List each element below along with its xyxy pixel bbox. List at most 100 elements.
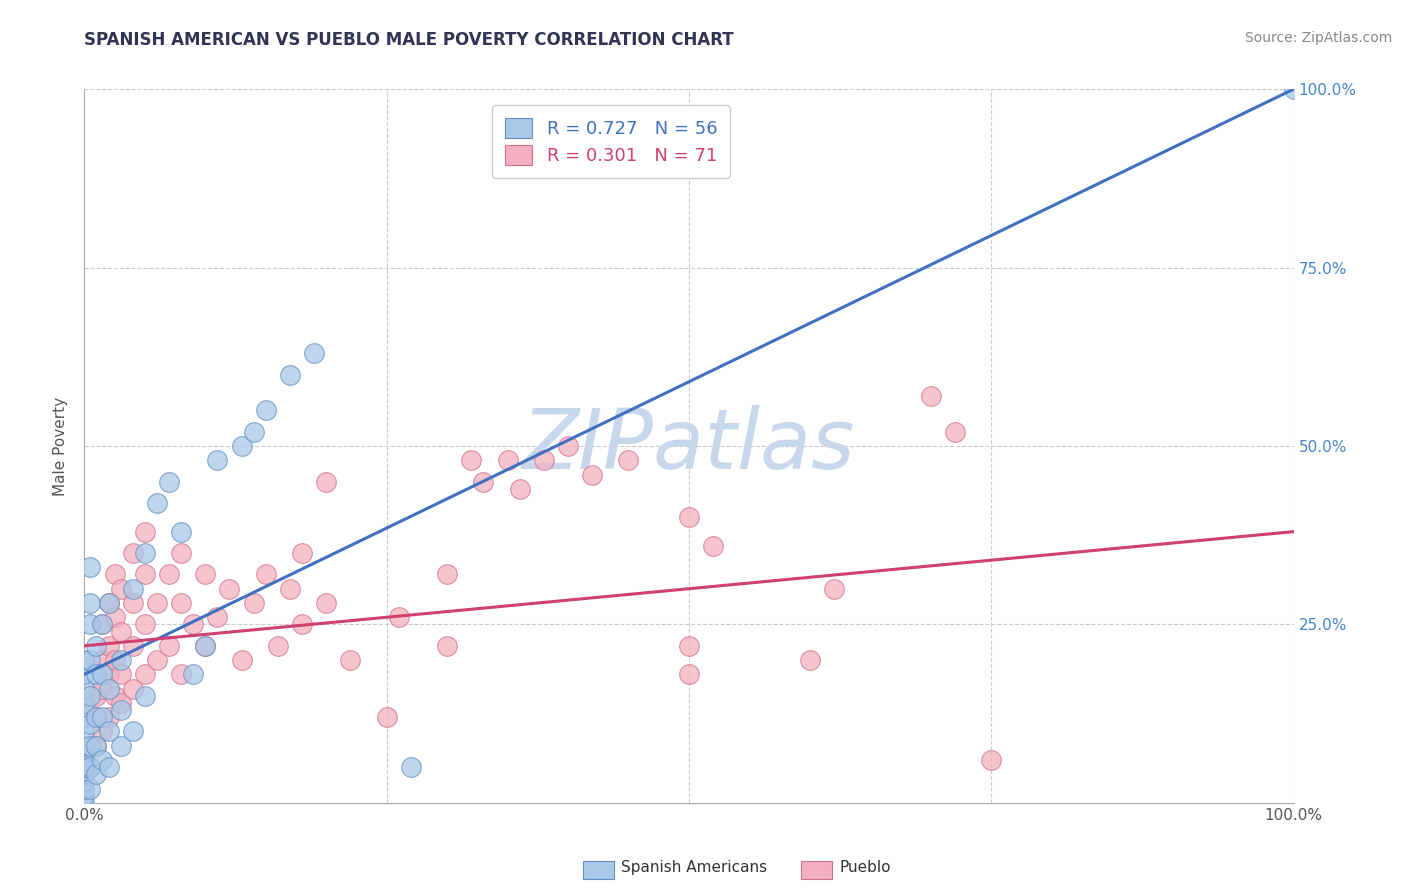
Point <box>678 667 700 681</box>
Point <box>146 653 169 667</box>
Point <box>315 475 337 489</box>
Point <box>110 703 132 717</box>
Point <box>79 717 101 731</box>
Point <box>134 524 156 539</box>
Point <box>121 724 143 739</box>
Point <box>170 546 193 560</box>
Point <box>207 610 229 624</box>
Point <box>375 710 398 724</box>
Point <box>79 760 101 774</box>
Legend: R = 0.727   N = 56, R = 0.301   N = 71: R = 0.727 N = 56, R = 0.301 N = 71 <box>492 105 730 178</box>
Point <box>460 453 482 467</box>
Point <box>134 567 156 582</box>
Point <box>134 546 156 560</box>
Point <box>533 453 555 467</box>
Point <box>91 724 114 739</box>
Point <box>194 567 217 582</box>
Point <box>980 753 1002 767</box>
Point <box>91 653 114 667</box>
Point <box>399 760 422 774</box>
Point <box>170 667 193 681</box>
Point <box>799 653 821 667</box>
Point <box>920 389 942 403</box>
Point <box>702 539 724 553</box>
Point <box>73 760 96 774</box>
Point <box>157 475 180 489</box>
Point <box>242 596 264 610</box>
Point <box>170 524 193 539</box>
Point <box>91 681 114 696</box>
Point <box>121 639 143 653</box>
Point <box>121 546 143 560</box>
Point <box>73 746 96 760</box>
Point <box>104 653 127 667</box>
Point <box>91 710 114 724</box>
Point <box>134 617 156 632</box>
Point <box>79 560 101 574</box>
Point <box>91 617 114 632</box>
Point <box>97 639 120 653</box>
Point <box>557 439 579 453</box>
Point <box>79 760 101 774</box>
Point <box>302 346 325 360</box>
Point <box>231 653 253 667</box>
Point <box>194 639 217 653</box>
Point <box>79 739 101 753</box>
Point <box>86 689 108 703</box>
Point <box>104 610 127 624</box>
Point <box>121 582 143 596</box>
Point <box>86 739 108 753</box>
Point <box>146 596 169 610</box>
Point <box>943 425 966 439</box>
Point <box>86 710 108 724</box>
Point <box>218 582 240 596</box>
Point <box>97 596 120 610</box>
Point <box>121 596 143 610</box>
Point <box>509 482 531 496</box>
Point <box>110 739 132 753</box>
Point <box>267 639 290 653</box>
Point <box>79 781 101 796</box>
Point <box>104 689 127 703</box>
Point <box>678 639 700 653</box>
Point <box>97 596 120 610</box>
Point <box>97 724 120 739</box>
Point <box>194 639 217 653</box>
Point <box>91 667 114 681</box>
Point <box>79 617 101 632</box>
Point <box>110 582 132 596</box>
Point <box>97 681 120 696</box>
Point <box>254 567 277 582</box>
Point <box>181 667 204 681</box>
Point <box>388 610 411 624</box>
Point <box>79 689 101 703</box>
Point <box>73 724 96 739</box>
Point <box>86 639 108 653</box>
Point <box>242 425 264 439</box>
Point <box>73 789 96 803</box>
Point <box>207 453 229 467</box>
Point <box>134 667 156 681</box>
Point <box>91 617 114 632</box>
Point <box>121 681 143 696</box>
Point <box>278 368 301 382</box>
Point <box>73 653 96 667</box>
Point <box>86 767 108 781</box>
Point <box>291 546 314 560</box>
Point <box>97 667 120 681</box>
Point <box>79 596 101 610</box>
Point <box>823 582 845 596</box>
Point <box>97 760 120 774</box>
Point <box>315 596 337 610</box>
Point <box>181 617 204 632</box>
Point <box>678 510 700 524</box>
Point <box>291 617 314 632</box>
Point <box>110 696 132 710</box>
Point <box>157 639 180 653</box>
Y-axis label: Male Poverty: Male Poverty <box>53 396 69 496</box>
Point <box>339 653 361 667</box>
Point <box>73 796 96 810</box>
Point <box>73 667 96 681</box>
Point <box>73 696 96 710</box>
Point <box>278 582 301 596</box>
